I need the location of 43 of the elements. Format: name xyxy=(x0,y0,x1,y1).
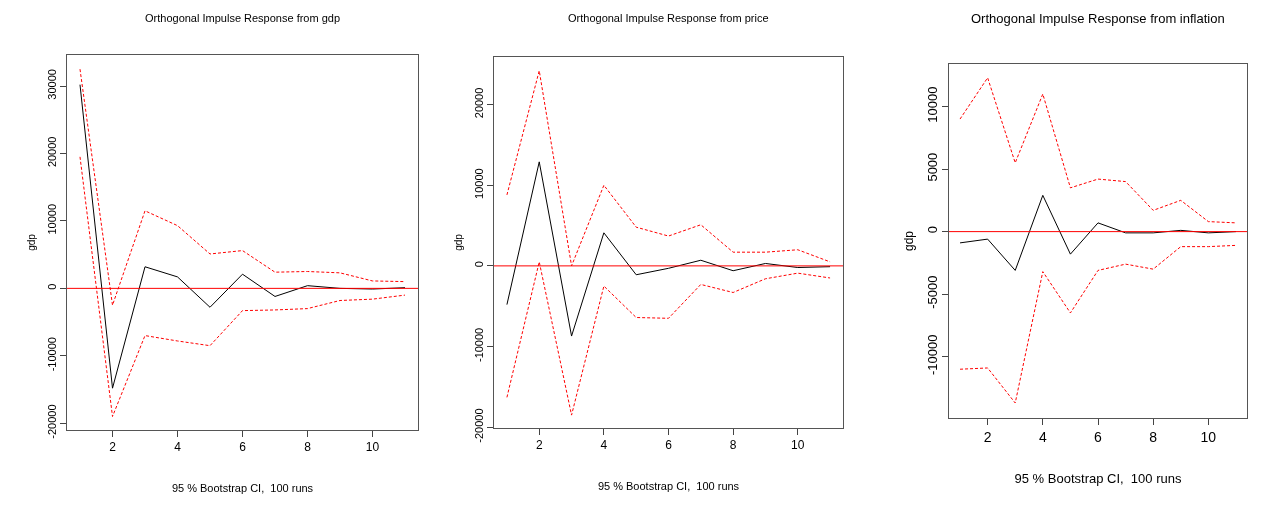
x-tick-label: 10 xyxy=(365,440,380,455)
x-tick-label: 8 xyxy=(304,440,312,455)
y-tick-label: -20000 xyxy=(472,408,485,443)
y-tick-label: 5000 xyxy=(924,152,940,182)
line-series xyxy=(959,77,1237,224)
x-axis-title: 95 % Bootstrap CI, 100 runs xyxy=(1014,471,1182,487)
x-tick-label: 10 xyxy=(1200,428,1217,445)
x-tick-label: 4 xyxy=(600,438,608,453)
y-tick-label: 10000 xyxy=(45,203,58,235)
x-axis-title: 95 % Bootstrap CI, 100 runs xyxy=(597,479,740,492)
x-tick-label: 6 xyxy=(239,440,247,455)
y-tick-label: -10000 xyxy=(472,327,485,363)
y-tick-label: 0 xyxy=(924,226,940,234)
x-tick-label: 4 xyxy=(1038,428,1047,445)
line-series xyxy=(959,244,1237,404)
chart-title: Orthogonal Impulse Response from gdp xyxy=(145,12,341,24)
y-tick-label: 0 xyxy=(45,283,58,290)
x-tick-label: 2 xyxy=(109,440,117,455)
y-axis-title: gdp xyxy=(452,233,464,251)
x-tick-label: 2 xyxy=(535,438,543,453)
y-axis-title: gdp xyxy=(902,230,917,252)
line-series xyxy=(79,84,406,389)
y-tick-label: 10000 xyxy=(924,86,940,123)
x-tick-label: 10 xyxy=(791,438,805,453)
y-tick-label: 20000 xyxy=(472,87,485,119)
y-tick-label: 10000 xyxy=(472,168,485,199)
y-tick-label: 20000 xyxy=(45,136,58,168)
y-tick-label: -5000 xyxy=(924,275,940,309)
x-tick-label: 2 xyxy=(983,428,992,445)
y-tick-label: -10000 xyxy=(45,337,58,372)
y-tick-label: -10000 xyxy=(924,334,940,375)
x-tick-label: 6 xyxy=(665,438,673,453)
chart-title: Orthogonal Impulse Response from inflation xyxy=(971,11,1225,26)
x-tick-label: 6 xyxy=(1094,428,1103,445)
x-axis-title: 95 % Bootstrap CI, 100 runs xyxy=(171,481,314,494)
x-tick-label: 8 xyxy=(1149,428,1158,445)
y-axis-title: gdp xyxy=(25,233,37,251)
y-tick-label: 30000 xyxy=(45,69,58,100)
y-tick-label: 0 xyxy=(472,261,485,268)
x-tick-label: 8 xyxy=(729,438,737,453)
chart-title: Orthogonal Impulse Response from price xyxy=(568,12,769,24)
y-tick-label: -20000 xyxy=(45,404,58,439)
x-tick-label: 4 xyxy=(174,440,182,455)
